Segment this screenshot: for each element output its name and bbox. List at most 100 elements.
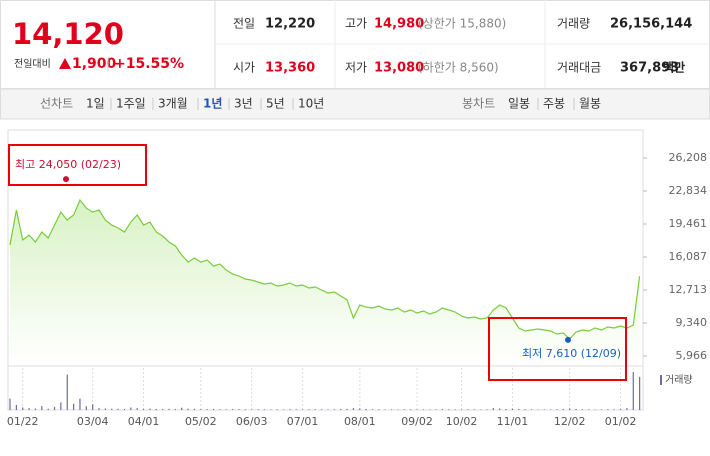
x-tick-label: 05/02 (185, 415, 217, 428)
x-tick-label: 11/01 (497, 415, 529, 428)
tab[interactable]: 1주일 (116, 97, 146, 111)
volume-bar (66, 374, 68, 410)
x-tick-label: 07/01 (287, 415, 319, 428)
annotation-label: 최저 7,610 (12/09) (522, 347, 621, 360)
volume-bar (117, 408, 119, 410)
volume-bar (142, 408, 145, 410)
volume-bar (149, 408, 151, 410)
volume-bar (15, 404, 17, 410)
up-icon (59, 58, 71, 69)
volume-bar (301, 409, 304, 410)
volume-bar (206, 409, 208, 410)
volume-bar (530, 409, 533, 410)
volume-bar (257, 409, 259, 410)
change-rate: +15.55% (114, 56, 184, 72)
tab[interactable]: 일봉 (508, 97, 530, 111)
volume-bar (130, 407, 132, 410)
volume-bar (480, 409, 482, 410)
volume-bar (22, 407, 24, 410)
price-line (9, 198, 641, 340)
stat-label: 거래대금 (557, 61, 601, 75)
volume-bar (193, 408, 196, 410)
legend-label: 거래량 (665, 374, 693, 386)
stat-value: 26,156,144 (610, 17, 692, 32)
tab[interactable]: 1년 (203, 97, 222, 111)
volume-bar (98, 408, 100, 410)
stat-label: 저가 (345, 61, 367, 75)
tab[interactable]: 5년 (266, 97, 285, 111)
volume-bar (562, 409, 564, 410)
volume-bar (365, 408, 367, 410)
tab-group-label: 선차트 (40, 97, 73, 111)
tab[interactable]: 3년 (234, 97, 253, 111)
volume-bar (639, 376, 641, 410)
tab-bar (0, 88, 710, 120)
volume-bar (422, 409, 424, 410)
volume-bar (492, 408, 494, 410)
stat-value: 13,080 (374, 61, 424, 76)
volume-bar (308, 409, 310, 410)
volume-bar (111, 408, 113, 410)
volume-bar (187, 408, 189, 410)
volume-bar (397, 409, 399, 410)
price: 14,120 (12, 17, 124, 51)
tab[interactable]: 10년 (298, 97, 324, 111)
x-tick-label: 08/01 (344, 415, 376, 428)
volume-bar (251, 409, 253, 410)
tab[interactable]: 1일 (86, 97, 105, 111)
highlight-box (488, 317, 627, 381)
x-tick-label: 06/03 (236, 415, 268, 428)
volume-bar (460, 409, 463, 410)
stat-note: (하한가 8,560) (418, 61, 499, 75)
volume-bar (613, 409, 615, 410)
volume-bar (60, 402, 62, 410)
volume-bar (473, 409, 475, 410)
volume-bar (518, 408, 520, 410)
volume-bar (505, 408, 507, 410)
volume-bar (346, 408, 348, 410)
volume-bar (244, 409, 246, 410)
y-tick-label: 22,834 (669, 184, 708, 197)
highlight-box (8, 144, 147, 186)
tab[interactable]: 주봉 (543, 97, 565, 111)
x-tick-label: 04/01 (128, 415, 160, 428)
volume-bar (410, 409, 412, 410)
volume-bar (28, 408, 30, 410)
annotation-label: 최고 24,050 (02/23) (15, 158, 121, 171)
volume-bar (378, 409, 380, 410)
volume-bar (371, 409, 374, 410)
annotation-marker (63, 176, 69, 183)
stat-label: 고가 (345, 17, 367, 31)
volume-bar (594, 409, 596, 410)
volume-bar (556, 409, 558, 410)
volume-bar (569, 408, 571, 410)
volume-bar (537, 409, 539, 410)
volume-bar (359, 408, 361, 410)
volume-bar (384, 409, 386, 410)
x-tick-label: 10/02 (446, 415, 478, 428)
volume-bar (9, 398, 11, 410)
stat-value: 14,980 (374, 17, 424, 32)
volume-bar (511, 408, 514, 410)
change: 1,900 (72, 56, 117, 72)
tab[interactable]: 3개월 (158, 97, 188, 111)
volume-bar (232, 409, 234, 410)
volume-bar (174, 409, 176, 410)
stat-value: 13,360 (265, 61, 315, 76)
volume-bar (327, 409, 329, 410)
volume-bar (200, 409, 202, 410)
stat-value: 367,893 (620, 61, 679, 76)
volume-bar (626, 408, 628, 410)
volume-bar (123, 408, 126, 410)
volume-bar (607, 409, 609, 410)
x-tick-label: 03/04 (77, 415, 109, 428)
tab[interactable]: 월봉 (579, 97, 601, 111)
x-tick-label: 01/22 (7, 415, 39, 428)
volume-bar (92, 404, 94, 410)
volume-bar (588, 409, 590, 410)
volume-bar (454, 409, 456, 410)
annotation-marker (565, 336, 571, 343)
y-tick-label: 9,340 (676, 316, 708, 329)
y-tick-label: 26,208 (669, 151, 708, 164)
volume-bar (41, 406, 43, 410)
